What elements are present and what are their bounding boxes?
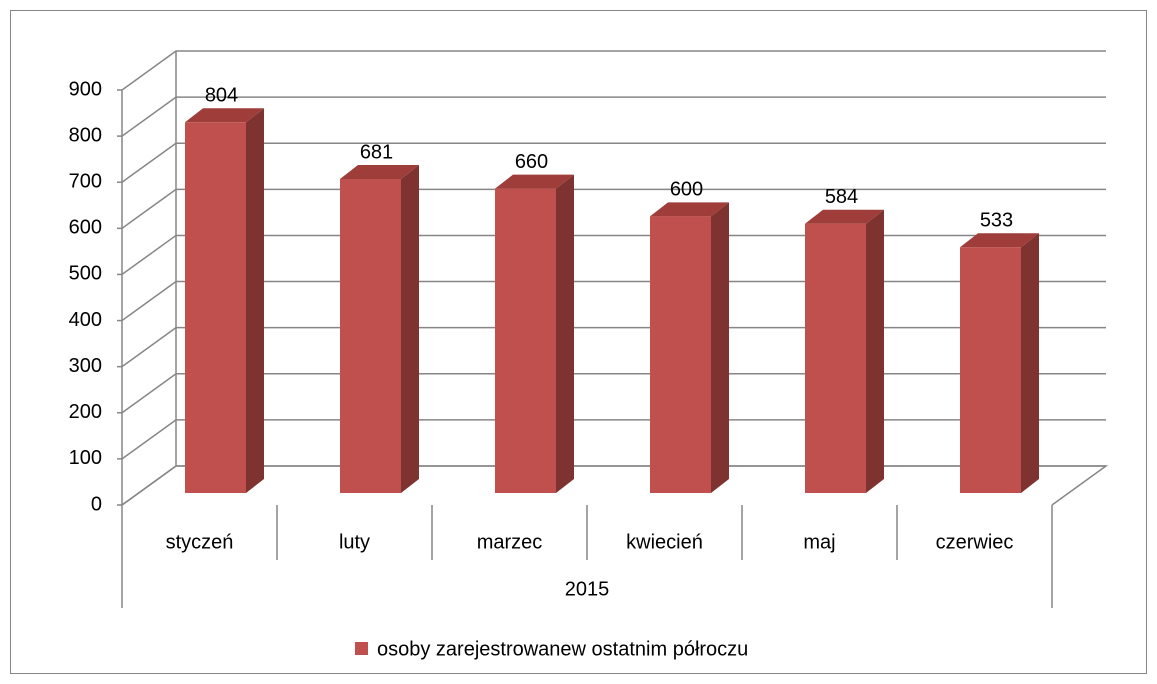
grid-line	[121, 280, 1106, 322]
y-tick-label: 700	[69, 171, 102, 193]
data-label: 660	[515, 151, 548, 173]
bar-top	[495, 174, 574, 189]
bar-side	[246, 108, 264, 494]
data-label: 804	[205, 85, 238, 107]
x-tick-label: luty	[339, 531, 370, 553]
data-label: 584	[825, 186, 858, 208]
bar-front	[960, 247, 1021, 493]
grid-line	[121, 96, 1106, 137]
bar-side	[1021, 233, 1039, 493]
y-tick-label: 500	[69, 263, 102, 285]
x-tick-label: czerwiec	[936, 531, 1014, 553]
bar-side	[556, 174, 574, 493]
grid-line	[121, 465, 1106, 506]
bar-front	[805, 223, 866, 493]
bar-front	[650, 216, 711, 494]
grid-line	[121, 142, 1106, 183]
bar	[805, 209, 884, 493]
bar	[185, 108, 264, 494]
grid-line	[121, 50, 1106, 91]
bar-top	[805, 209, 884, 224]
bar-front	[495, 188, 556, 493]
data-label: 600	[670, 179, 703, 201]
legend-swatch	[355, 642, 368, 655]
grid-line	[121, 326, 1106, 368]
grid-line	[121, 373, 1106, 414]
x-tick-label: marzec	[477, 531, 543, 553]
bar-front	[185, 122, 246, 494]
x-tick-label: kwiecień	[626, 531, 703, 553]
grid-line	[121, 188, 1106, 229]
bar	[495, 174, 574, 493]
y-tick-label: 400	[69, 309, 102, 331]
grid-line	[121, 234, 1106, 276]
y-tick-label: 900	[69, 78, 102, 100]
bar-top	[650, 202, 729, 217]
bar	[340, 164, 419, 493]
bar-side	[866, 209, 884, 493]
bar	[650, 202, 729, 494]
y-tick-label: 300	[69, 355, 102, 377]
y-tick-label: 200	[69, 401, 102, 423]
y-tick-label: 600	[69, 217, 102, 239]
legend-label: osoby zarejestrowanew ostatnim półroczu	[377, 638, 748, 660]
x-tick-label: maj	[803, 531, 835, 553]
bar-top	[960, 233, 1039, 248]
bar-top	[340, 164, 419, 179]
bar	[960, 233, 1039, 493]
bar-side	[711, 202, 729, 494]
bar-front	[340, 178, 401, 493]
x-tick-label: styczeń	[166, 531, 234, 553]
y-tick-label: 100	[69, 447, 102, 469]
bar-top	[185, 108, 264, 123]
grid-line	[121, 419, 1106, 460]
bar-side	[401, 164, 419, 493]
data-label: 681	[360, 141, 393, 163]
data-label: 533	[980, 210, 1013, 232]
y-tick-label: 0	[91, 493, 102, 515]
y-tick-label: 800	[69, 124, 102, 146]
group-label: 2015	[565, 578, 610, 600]
